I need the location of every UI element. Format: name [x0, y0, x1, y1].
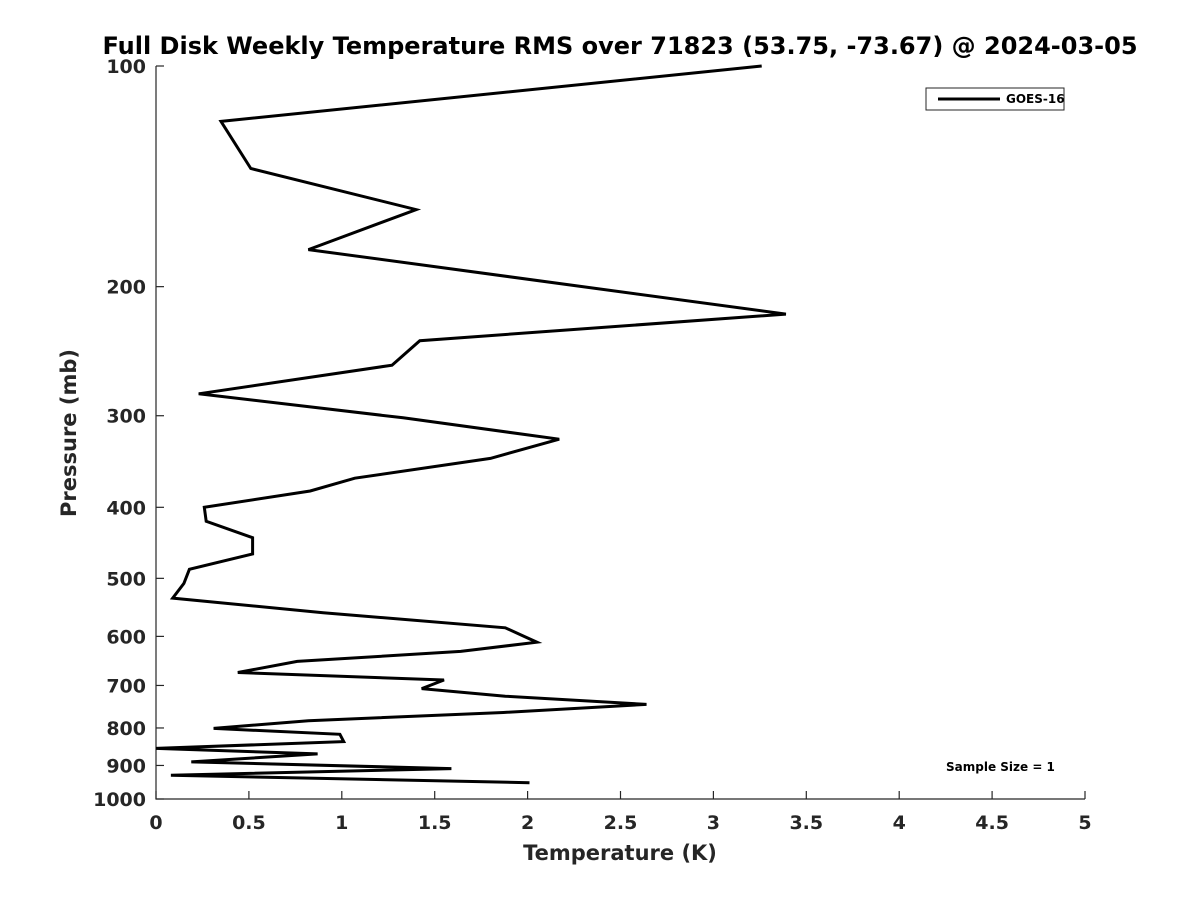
x-tick-label: 0.5 [232, 812, 266, 834]
y-tick-label: 100 [106, 56, 146, 78]
y-tick-label: 400 [106, 497, 146, 519]
series-layer [155, 64, 787, 785]
x-tick-label: 1 [335, 812, 348, 834]
y-tick-label: 900 [106, 755, 146, 777]
y-tick-label: 200 [106, 277, 146, 299]
y-tick-label: 500 [106, 568, 146, 590]
x-tick-label: 0 [149, 812, 162, 834]
y-tick-label: 1000 [93, 789, 146, 811]
legend: GOES-16 [925, 87, 1065, 111]
x-tick-label: 2 [521, 812, 534, 834]
x-tick-label: 3 [707, 812, 720, 834]
series-line-goes-16 [155, 64, 787, 785]
y-tick-label: 700 [106, 675, 146, 697]
x-tick-label: 5 [1078, 812, 1091, 834]
y-tick-label: 300 [106, 406, 146, 428]
y-tick-label: 800 [106, 718, 146, 740]
sample-size-annotation: Sample Size = 1 [946, 760, 1055, 774]
axis-lines [155, 66, 1085, 800]
x-tick-label: 3.5 [789, 812, 823, 834]
x-axis-label: Temperature (K) [523, 841, 717, 865]
x-tick-label: 4.5 [975, 812, 1009, 834]
legend-entry-label: GOES-16 [1006, 92, 1065, 106]
chart-title: Full Disk Weekly Temperature RMS over 71… [102, 32, 1137, 60]
x-tick-label: 2.5 [604, 812, 638, 834]
y-axis-label: Pressure (mb) [57, 349, 81, 517]
x-axis-ticks: 0 0.5 1 1.5 2 2.5 3 3.5 4 4.5 5 [149, 791, 1092, 834]
x-tick-label: 4 [893, 812, 906, 834]
y-tick-label: 600 [106, 626, 146, 648]
y-axis-ticks: 100 200 300 400 500 600 700 800 900 1000 [93, 56, 164, 811]
x-tick-label: 1.5 [418, 812, 452, 834]
